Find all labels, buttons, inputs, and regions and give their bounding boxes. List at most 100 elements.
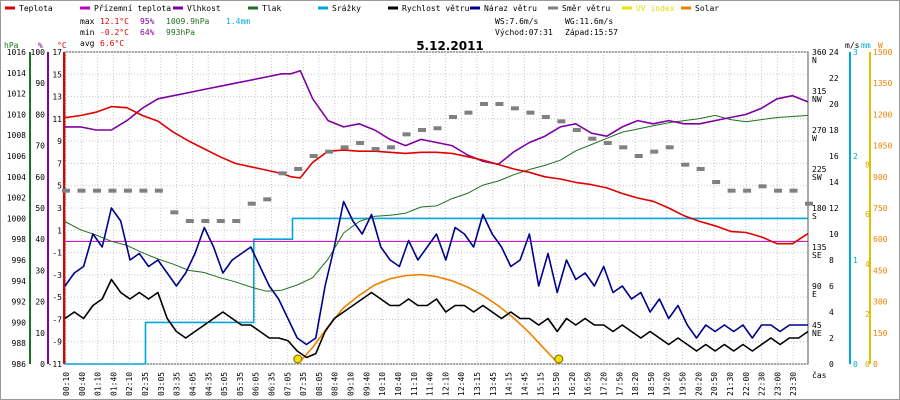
series-wind-direction-point xyxy=(278,171,287,176)
tick-dir-name-7: NE xyxy=(812,329,822,338)
tick-dir-3: 225 xyxy=(812,165,827,174)
tick-ms-9: 6 xyxy=(829,282,834,291)
tick-w-10: 0 xyxy=(873,360,878,369)
tick-uv-1: 6 xyxy=(865,210,870,219)
series-wind-direction-point xyxy=(232,219,241,223)
tick-mm-0: 3 xyxy=(853,48,858,57)
unit-ms: m/s xyxy=(845,41,860,50)
sun-markers xyxy=(293,354,564,364)
legend-label-3: Tlak xyxy=(262,4,281,13)
tick-time-38: 19:20 xyxy=(663,372,672,396)
tick-time-44: 22:30 xyxy=(758,372,767,396)
series-tlak xyxy=(64,114,809,292)
tick-dir-2: 270 xyxy=(812,126,827,135)
tick-pct-3: 70 xyxy=(35,142,45,151)
tick-time-25: 12:40 xyxy=(457,372,466,396)
series-wind-direction-point xyxy=(479,102,488,106)
grid xyxy=(65,51,808,365)
tick-time-27: 13:45 xyxy=(489,372,498,396)
tick-hpa-9: 998 xyxy=(12,235,27,244)
tick-hpa-6: 1004 xyxy=(7,173,26,182)
tick-degc-2: 13 xyxy=(52,93,62,102)
series-n-raz-v-tru xyxy=(64,200,808,346)
tick-pct-10: 0 xyxy=(40,360,45,369)
series-wind-direction-point xyxy=(294,167,303,171)
stat-min-temp: -0.2°C xyxy=(100,28,129,37)
series-wind-direction-point xyxy=(572,128,581,132)
tick-time-46: 23:30 xyxy=(789,372,798,396)
tick-w-7: 450 xyxy=(873,266,888,275)
series-wind-direction-point xyxy=(681,162,690,167)
series-wind-direction-point xyxy=(139,188,148,193)
tick-pct-6: 40 xyxy=(35,235,45,244)
tick-time-10: 05:05 xyxy=(220,372,229,396)
tick-degc-14: -11 xyxy=(48,360,63,369)
series-wind-direction-point xyxy=(805,201,813,206)
series-wind-direction-point xyxy=(92,188,101,193)
tick-pct-8: 20 xyxy=(35,298,45,307)
tick-hpa-10: 996 xyxy=(12,256,27,265)
series-wind-direction-point xyxy=(201,219,210,223)
legend-label-5: Rychlost větru xyxy=(402,4,470,13)
tick-uv-0: 8 xyxy=(865,160,870,169)
tick-hpa-14: 988 xyxy=(12,339,27,348)
series-wind-direction-point xyxy=(108,188,117,193)
tick-time-9: 04:35 xyxy=(204,372,213,396)
tick-time-43: 22:00 xyxy=(742,372,751,396)
tick-mm-2: 1 xyxy=(853,256,858,265)
tick-time-22: 11:10 xyxy=(410,372,419,396)
tick-w-2: 1200 xyxy=(873,110,892,119)
legend-label-8: UV index xyxy=(636,4,675,13)
series-wind-direction-point xyxy=(727,188,736,193)
series-rychlost-v-tru xyxy=(64,278,809,359)
tick-degc-4: 9 xyxy=(57,137,62,146)
tick-uv-2: 4 xyxy=(865,260,870,269)
series-wind-direction-point xyxy=(603,141,612,145)
legend-label-6: Náraz větru xyxy=(484,4,537,13)
stat-max-rain: 1.4mm xyxy=(226,17,250,26)
stat-max-label: max xyxy=(80,17,95,26)
series-wind-direction-point xyxy=(557,119,566,124)
series-wind-direction-point xyxy=(541,115,550,119)
x-axis-label: čas xyxy=(812,370,827,380)
axes: 1016101410121010100810061004100210009989… xyxy=(7,48,893,396)
tick-time-20: 10:10 xyxy=(378,372,387,396)
series-wind-direction-point xyxy=(743,188,752,193)
series-wind-direction-point xyxy=(325,149,334,154)
tick-degc-8: 1 xyxy=(57,226,62,235)
tick-hpa-12: 992 xyxy=(12,298,27,307)
tick-mm-1: 2 xyxy=(853,152,858,161)
tick-time-3: 01:40 xyxy=(109,372,118,396)
series-solar xyxy=(297,273,560,365)
series-wind-direction-point xyxy=(758,184,767,189)
tick-ms-3: 18 xyxy=(829,126,839,135)
tick-time-26: 13:15 xyxy=(473,372,482,396)
tick-pct-1: 90 xyxy=(35,79,45,88)
tick-degc-5: 7 xyxy=(57,159,62,168)
stat-min-label: min xyxy=(80,28,95,37)
tick-ms-2: 20 xyxy=(829,100,839,109)
tick-hpa-4: 1008 xyxy=(7,131,26,140)
tick-degc-1: 15 xyxy=(52,70,62,79)
tick-time-33: 16:50 xyxy=(584,372,593,396)
tick-time-13: 06:35 xyxy=(268,372,277,396)
axis-unit-labels: hPa % °C m/s mm W čas xyxy=(4,41,883,380)
tick-degc-12: -7 xyxy=(52,315,62,324)
sunrise-marker xyxy=(293,354,303,364)
legend: Teplota Přízemní teplota Vlhkost Tlak Srážky… xyxy=(5,4,719,13)
tick-dir-name-3: SW xyxy=(812,173,822,182)
tick-ms-0: 24 xyxy=(829,48,839,57)
unit-hpa: hPa xyxy=(4,41,19,50)
tick-dir-4: 180 xyxy=(812,204,827,213)
tick-pct-9: 10 xyxy=(35,329,45,338)
legend-label-1: Přízemní teplota xyxy=(94,4,171,13)
tick-dir-1: 315 xyxy=(812,87,827,96)
series-wind-direction-point xyxy=(170,210,179,215)
tick-w-3: 1050 xyxy=(873,142,892,151)
legend-label-9: Solar xyxy=(695,4,719,13)
series-wind-direction-point xyxy=(340,145,349,150)
tick-hpa-0: 1016 xyxy=(7,48,26,57)
series-wind-direction-point xyxy=(495,102,504,106)
tick-time-24: 12:10 xyxy=(441,372,450,396)
